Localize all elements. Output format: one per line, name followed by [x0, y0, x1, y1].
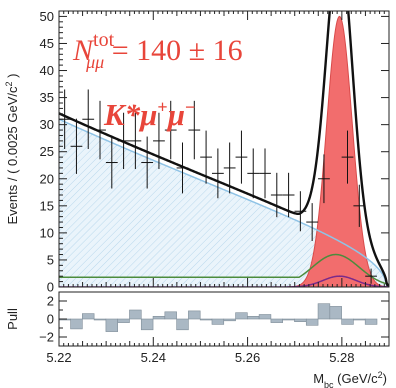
pull-x-tick-label: 5.26 — [235, 350, 260, 365]
pull-x-tick-label: 5.22 — [46, 350, 71, 365]
yield-annotation: Ntot μμ = 140 ± 16 — [72, 29, 243, 72]
pull-bar — [270, 318, 283, 323]
x-axis-title: Mbc (GeV/c2) — [313, 370, 387, 388]
pull-bar — [129, 309, 142, 320]
data-point — [164, 100, 177, 160]
data-point — [282, 172, 295, 218]
data-point — [294, 191, 307, 232]
pull-bar — [93, 318, 107, 321]
pull-x-tick-label: 5.28 — [329, 350, 354, 365]
data-point — [365, 268, 377, 284]
total-fit-curve — [59, 11, 389, 287]
main-y-axis-title: Events / ( 0.0025 GeV/c2 ) — [4, 74, 20, 225]
pull-bar — [235, 312, 248, 320]
main-y-axis: 0 5 10 15 20 25 30 35 40 45 50 — [40, 9, 389, 295]
data-point — [105, 136, 118, 189]
data-point — [341, 130, 354, 184]
combinatorial-background-curve — [59, 118, 389, 287]
data-point — [259, 148, 271, 199]
channel-annotation: K*μ+μ− — [103, 97, 195, 132]
data-point — [200, 130, 212, 184]
pull-bar — [82, 313, 95, 320]
pull-x-tick-label: 5.24 — [141, 350, 166, 365]
data-point — [94, 100, 106, 160]
pull-bar — [364, 318, 378, 325]
data-point — [188, 100, 201, 160]
data-point — [211, 148, 224, 199]
peaking-background-purple-curve — [59, 275, 389, 287]
pull-x-axis: 5.22 5.24 5.26 5.28 — [46, 337, 390, 365]
pull-bar — [282, 318, 295, 321]
main-y-tick-label: 50 — [40, 9, 54, 24]
pull-bar — [317, 303, 331, 320]
pull-y-axis: −2 0 2 — [39, 291, 389, 347]
main-x-ticks — [58, 11, 390, 287]
pull-y-tick-label: 2 — [47, 294, 54, 309]
pull-bar — [258, 314, 272, 320]
pull-bar — [70, 318, 83, 330]
main-y-tick-label: 25 — [40, 144, 54, 159]
pull-bar — [164, 311, 177, 320]
data-point — [176, 142, 189, 194]
combinatorial-background-fill — [59, 119, 389, 287]
data-point — [318, 154, 330, 204]
pull-bar — [105, 318, 118, 332]
signal-component — [59, 15, 389, 287]
peaking-background-green-curve — [59, 253, 389, 286]
pull-bar — [140, 318, 154, 331]
data-point — [306, 203, 319, 241]
data-point — [117, 112, 130, 170]
pull-bar — [294, 318, 307, 322]
data-point — [141, 136, 154, 189]
data-points — [59, 89, 377, 284]
data-point — [223, 142, 236, 194]
pull-y-axis-title: Pull — [5, 308, 20, 330]
data-point — [353, 184, 366, 227]
pull-panel: −2 0 2 5.22 5.24 5.26 5.28 Pull Mbc (GeV/c2) — [5, 291, 390, 388]
main-y-tick-label: 30 — [40, 117, 54, 132]
pull-bar — [329, 306, 342, 320]
main-y-tick-label: 40 — [40, 63, 54, 78]
main-y-tick-label: 10 — [40, 225, 54, 240]
pull-bar — [353, 318, 366, 321]
pull-bar — [247, 315, 260, 320]
main-panel: 0 5 10 15 20 25 30 35 40 45 50 Events / ( 0.0025 G… — [4, 9, 390, 295]
main-y-tick-label: 20 — [40, 171, 54, 186]
pull-y-tick-label: 0 — [47, 312, 54, 327]
main-plot-content — [59, 11, 389, 287]
pull-bar — [188, 310, 201, 320]
pull-y-tick-label: −2 — [39, 330, 54, 345]
main-y-tick-label: 5 — [47, 252, 54, 267]
pull-bar — [223, 318, 236, 322]
pull-bar — [341, 318, 354, 325]
main-y-tick-label: 0 — [47, 280, 54, 295]
data-point — [153, 112, 165, 170]
data-point — [82, 89, 95, 149]
pull-bar — [199, 318, 213, 321]
pull-bar — [305, 318, 319, 326]
data-point — [129, 112, 142, 170]
pull-bar — [211, 318, 225, 325]
data-point — [270, 172, 283, 218]
main-y-tick-label: 35 — [40, 90, 54, 105]
main-y-tick-label: 15 — [40, 198, 54, 213]
pull-bar — [152, 315, 166, 320]
main-y-tick-label: 45 — [40, 36, 54, 51]
pull-bar — [176, 318, 189, 331]
data-point — [247, 148, 260, 199]
data-point — [70, 118, 83, 174]
pull-bars — [59, 303, 378, 332]
pull-bar — [117, 318, 130, 323]
data-point — [235, 130, 248, 184]
